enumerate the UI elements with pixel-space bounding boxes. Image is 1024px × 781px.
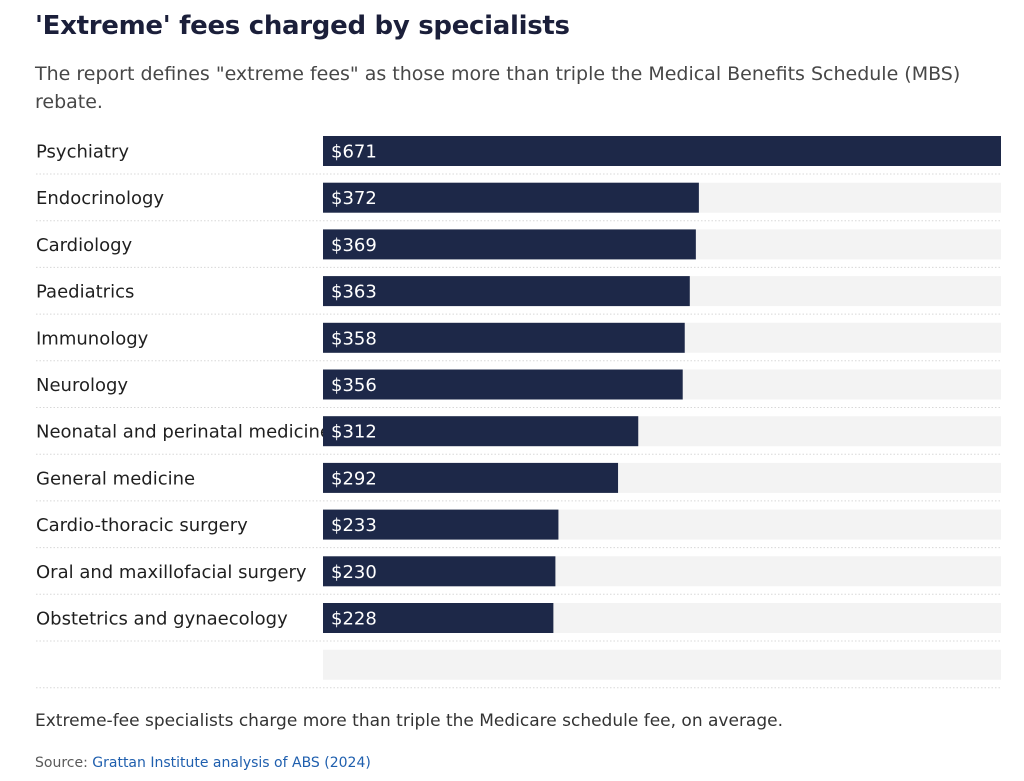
bar-track	[323, 649, 1001, 680]
bar	[323, 229, 696, 260]
data-label: $671	[331, 142, 377, 163]
category-label: General medicine	[36, 468, 195, 489]
bar	[323, 556, 556, 587]
data-label: $312	[331, 422, 377, 443]
bar	[323, 603, 554, 633]
category-label: Immunology	[36, 328, 149, 349]
chart-title: 'Extreme' fees charged by specialists	[35, 11, 570, 41]
category-label: Cardiology	[36, 235, 133, 256]
chart-footnote: Extreme-fee specialists charge more than…	[35, 711, 783, 731]
category-label: Neurology	[36, 375, 128, 396]
bar	[323, 182, 699, 213]
source-line: Source: Grattan Institute analysis of AB…	[35, 755, 371, 771]
category-label: Neonatal and perinatal medicine	[36, 422, 331, 443]
data-label: $369	[331, 235, 377, 256]
bar	[323, 276, 690, 307]
data-label: $356	[331, 375, 377, 396]
data-label: $233	[331, 515, 377, 536]
category-label: Oral and maxillofacial surgery	[36, 562, 307, 583]
category-label: Obstetrics and gynaecology	[36, 609, 288, 630]
source-link[interactable]: Grattan Institute analysis of ABS (2024)	[92, 755, 371, 771]
category-label: Paediatrics	[36, 282, 134, 303]
data-label: $292	[331, 468, 377, 489]
bar	[323, 509, 559, 540]
category-label: Endocrinology	[36, 188, 164, 209]
category-label: Cardio-thoracic surgery	[36, 515, 248, 536]
bar	[323, 322, 685, 353]
data-label: $372	[331, 188, 377, 209]
data-label: $228	[331, 609, 377, 630]
data-label: $358	[331, 328, 377, 349]
data-label: $230	[331, 562, 377, 583]
bar	[323, 462, 619, 493]
data-label: $363	[331, 282, 377, 303]
source-label: Source:	[35, 755, 88, 771]
bar	[323, 416, 639, 447]
category-label: Psychiatry	[36, 142, 129, 163]
bar	[323, 369, 683, 400]
bar-chart: Psychiatry $671 Endocrinology $372 Cardiolog…	[36, 136, 1001, 689]
bar	[323, 136, 1001, 166]
chart-subtitle: The report defines "extreme fees" as tho…	[35, 63, 961, 113]
